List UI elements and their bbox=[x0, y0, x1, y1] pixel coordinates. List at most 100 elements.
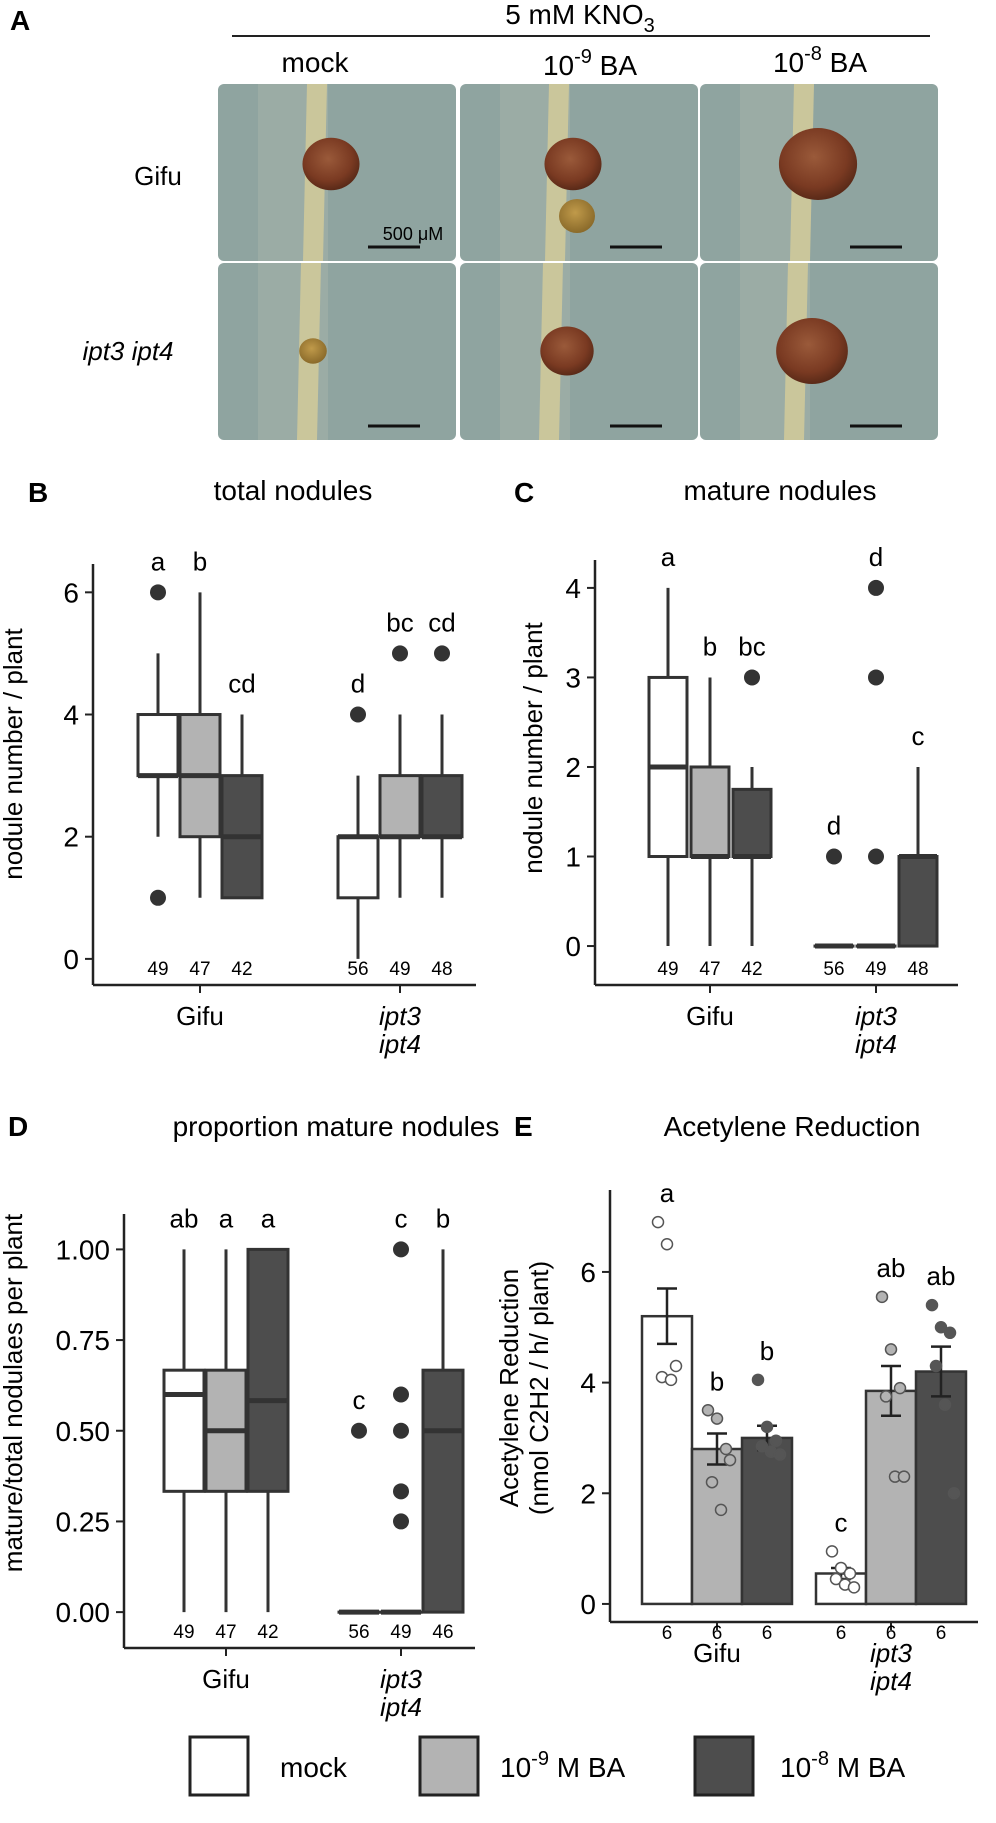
chart-title: Acetylene Reduction bbox=[664, 1111, 921, 1142]
significance-letter: b bbox=[760, 1336, 774, 1366]
sample-size-label: 6 bbox=[836, 1623, 847, 1644]
nodule bbox=[302, 137, 360, 191]
y-tick-label: 0 bbox=[580, 1589, 596, 1620]
y-tick-label: 0.50 bbox=[56, 1416, 111, 1447]
outlier-point bbox=[393, 1483, 409, 1500]
sample-size-label: 49 bbox=[657, 959, 678, 980]
x-group-label: ipt3 bbox=[870, 1638, 912, 1668]
data-point bbox=[893, 1381, 907, 1395]
sample-size-label: 42 bbox=[741, 959, 762, 980]
significance-letter: c bbox=[353, 1385, 366, 1415]
data-point bbox=[943, 1326, 957, 1340]
row-label-gifu: Gifu bbox=[134, 161, 182, 191]
nodule bbox=[776, 317, 848, 385]
significance-letter: ab bbox=[170, 1203, 199, 1233]
y-tick-label: 1 bbox=[565, 842, 581, 873]
outlier-point bbox=[393, 1513, 409, 1530]
column-label-mock: mock bbox=[282, 47, 350, 78]
data-point bbox=[719, 1442, 733, 1456]
bar bbox=[864, 1389, 918, 1606]
x-group-label: ipt3 bbox=[855, 1001, 897, 1031]
sample-size-label: 49 bbox=[173, 1622, 194, 1643]
significance-letter: b bbox=[193, 546, 207, 576]
data-point bbox=[760, 1420, 774, 1434]
sample-size-label: 42 bbox=[257, 1622, 278, 1643]
significance-letter: b bbox=[710, 1366, 724, 1396]
data-point bbox=[879, 1390, 893, 1403]
box bbox=[731, 787, 773, 859]
y-tick-label: 3 bbox=[565, 662, 581, 693]
sample-size-label: 6 bbox=[762, 1623, 773, 1644]
panel-label-a: A bbox=[10, 5, 30, 36]
sample-size-label: 6 bbox=[712, 1623, 723, 1644]
bar bbox=[740, 1436, 794, 1606]
data-point bbox=[664, 1373, 678, 1387]
x-group-label: ipt4 bbox=[379, 1029, 421, 1059]
sample-size-label: 56 bbox=[347, 959, 368, 980]
data-point bbox=[947, 1487, 961, 1500]
x-group-label: Gifu bbox=[176, 1001, 224, 1031]
box bbox=[421, 1368, 465, 1614]
sample-size-label: 46 bbox=[432, 1622, 453, 1643]
panel-a: A 5 mM KNO3 mock 10-9 BA 10-8 BA Gifu ip… bbox=[10, 0, 938, 440]
sample-size-label: 42 bbox=[231, 959, 252, 980]
sample-size-label: 6 bbox=[662, 1623, 673, 1644]
y-tick-label: 6 bbox=[580, 1257, 596, 1288]
significance-letter: a bbox=[151, 546, 166, 576]
panel-d: D 0.00 0.25 0.50 0.75 1.00 proportion mature … bbox=[0, 1111, 499, 1722]
outlier-point bbox=[351, 1422, 367, 1439]
sample-size-label: 49 bbox=[390, 1622, 411, 1643]
data-point bbox=[751, 1373, 765, 1387]
panel-label-b: B bbox=[28, 477, 48, 508]
outlier-point bbox=[868, 669, 884, 686]
outlier-point bbox=[434, 645, 450, 662]
panel-label-c: C bbox=[514, 477, 534, 508]
outlier-point bbox=[744, 669, 760, 686]
y-tick-label: 0.25 bbox=[56, 1506, 111, 1537]
y-axis-label: mature/total nodulaes per plant bbox=[0, 1213, 28, 1572]
panel-e: E 0 2 4 6 Acetylene Reduction Acetylene Reduc… bbox=[494, 1111, 978, 1696]
x-group-label: ipt4 bbox=[380, 1692, 422, 1722]
sample-size-label: 47 bbox=[189, 959, 210, 980]
significance-letter: d bbox=[869, 542, 883, 572]
significance-letter: d bbox=[827, 811, 841, 841]
significance-letter: a bbox=[661, 542, 676, 572]
significance-letter: bc bbox=[738, 631, 765, 661]
data-point bbox=[825, 1545, 839, 1558]
sample-size-label: 56 bbox=[348, 1622, 369, 1643]
legend-label: 10-8 M BA bbox=[780, 1748, 906, 1783]
data-point bbox=[847, 1581, 861, 1594]
column-label-ba9: 10-9 BA bbox=[543, 46, 637, 81]
outlier-point bbox=[868, 848, 884, 865]
data-point bbox=[929, 1359, 943, 1373]
outlier-point bbox=[392, 645, 408, 662]
legend-swatch bbox=[693, 1735, 755, 1797]
y-tick-label: 0 bbox=[63, 944, 79, 975]
significance-letter: ab bbox=[927, 1261, 956, 1291]
photo-grid bbox=[218, 84, 938, 440]
significance-letter: c bbox=[912, 721, 925, 751]
data-point bbox=[875, 1290, 889, 1304]
outlier-point bbox=[150, 584, 166, 601]
legend-label: mock bbox=[280, 1752, 348, 1783]
legend-swatch bbox=[188, 1735, 250, 1797]
nodule-small bbox=[559, 199, 595, 233]
legend: mock 10-9 M BA 10-8 M BA bbox=[188, 1735, 906, 1797]
y-tick-label: 4 bbox=[580, 1368, 596, 1399]
box bbox=[162, 1368, 206, 1493]
panel-label-d: D bbox=[8, 1111, 28, 1142]
box bbox=[897, 855, 939, 948]
outlier-point bbox=[350, 706, 366, 723]
legend-swatch bbox=[418, 1735, 480, 1797]
outlier-point bbox=[393, 1386, 409, 1403]
significance-letter: a bbox=[261, 1203, 276, 1233]
bar bbox=[690, 1447, 744, 1606]
chart-title: mature nodules bbox=[683, 475, 876, 506]
data-point bbox=[710, 1412, 724, 1425]
y-tick-label: 1.00 bbox=[56, 1234, 111, 1265]
outlier-point bbox=[826, 848, 842, 865]
y-tick-label: 4 bbox=[565, 573, 581, 604]
x-group-label: ipt3 bbox=[379, 1001, 421, 1031]
data-point bbox=[843, 1567, 857, 1580]
